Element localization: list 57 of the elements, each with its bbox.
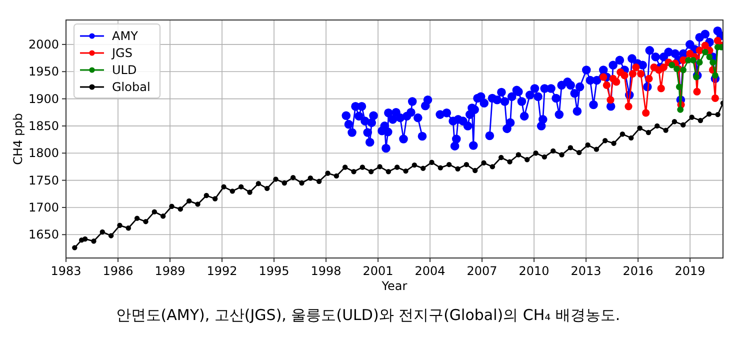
x-axis-title: Year: [380, 279, 408, 293]
point: [632, 63, 640, 72]
point: [676, 84, 682, 90]
point: [712, 72, 718, 79]
point: [637, 70, 645, 78]
point: [702, 48, 708, 56]
legend-label: Global: [112, 80, 150, 94]
point: [657, 84, 665, 92]
legend-label: ULD: [112, 63, 137, 77]
point: [668, 62, 676, 68]
x-tick-label: 1998: [310, 264, 342, 278]
y-tick-label: 1700: [28, 200, 59, 214]
x-tick-label: 1992: [206, 264, 238, 278]
text: 안면도(AMY), 고산(JGS), 울릉도(ULD)와 전지구(Global)의 CH₄ 배경농도.: [116, 306, 620, 324]
point: [612, 78, 620, 86]
x-tick-label: 1983: [50, 264, 82, 278]
point: [628, 70, 636, 78]
point: [620, 72, 628, 80]
y-tick-label: 1850: [28, 118, 59, 133]
point: [701, 42, 709, 50]
point: [696, 46, 704, 54]
point: [600, 73, 608, 81]
point: [690, 57, 696, 64]
y-tick-label: 1950: [28, 64, 59, 79]
x-tick-label: 2007: [466, 264, 498, 278]
point: [693, 88, 701, 96]
y-axis-title: CH4 ppb: [11, 113, 25, 165]
legend-label: AMY: [112, 29, 139, 43]
y-tick-label: 1750: [28, 173, 59, 188]
point: [606, 96, 614, 104]
x-tick-label: 1986: [102, 264, 134, 278]
legend-label: JGS: [111, 46, 132, 60]
y-tick-label: 2000: [28, 37, 59, 52]
point: [693, 74, 700, 80]
point: [642, 109, 650, 117]
x-tick-label: 2013: [570, 264, 602, 278]
point: [706, 54, 713, 60]
point: [711, 94, 719, 102]
x-tick-label: 2016: [622, 264, 654, 278]
y-tick-label: 1800: [28, 146, 59, 160]
point: [677, 106, 684, 113]
point: [680, 66, 687, 74]
x-tick-label: 1995: [258, 264, 290, 278]
point: [660, 63, 668, 72]
x-tick-label: 2001: [362, 264, 394, 278]
point: [696, 59, 703, 66]
point: [624, 102, 632, 110]
x-tick-label: 2019: [674, 264, 706, 278]
x-tick-label: 2004: [414, 264, 446, 278]
x-tick-label: 1989: [154, 264, 186, 278]
point: [602, 81, 610, 89]
x-tick-label: 2010: [518, 264, 550, 278]
y-tick-label: 1650: [28, 228, 59, 242]
point: [710, 59, 716, 66]
point: [645, 74, 653, 82]
y-tick-label: 1900: [28, 92, 59, 106]
point: [674, 66, 680, 72]
